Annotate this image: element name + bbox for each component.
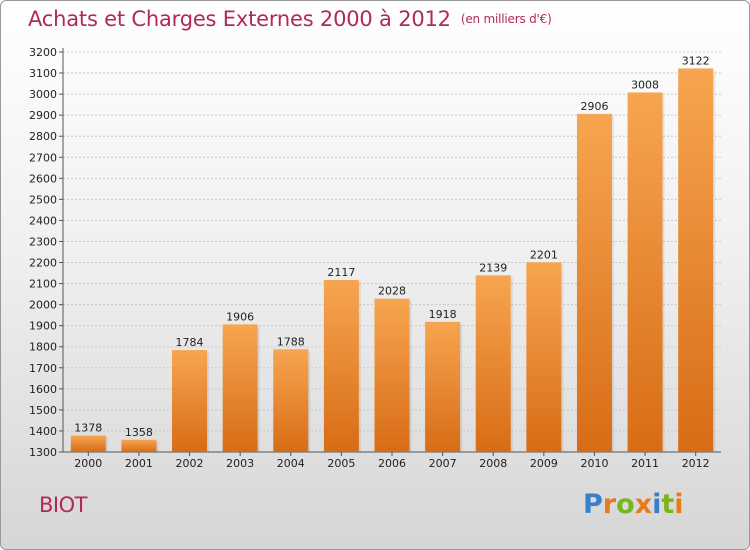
y-tick-label: 3200 <box>29 46 57 59</box>
y-tick-label: 2900 <box>29 109 57 122</box>
x-tick-label: 2006 <box>378 457 406 470</box>
bar <box>576 113 612 452</box>
x-tick-label: 2003 <box>226 457 254 470</box>
bar <box>121 439 157 452</box>
bars <box>70 68 716 452</box>
y-tick-label: 3100 <box>29 67 57 80</box>
bar <box>374 298 410 452</box>
y-tick-label: 1500 <box>29 404 57 417</box>
bar <box>475 275 511 452</box>
bar <box>678 68 714 452</box>
logo-letter: o <box>616 489 635 520</box>
bar <box>627 92 663 452</box>
value-label: 1906 <box>226 310 254 323</box>
logo-letter: t <box>661 489 675 520</box>
y-tick-label: 3000 <box>29 88 57 101</box>
y-tick-label: 2100 <box>29 278 57 291</box>
x-tick-label: 2001 <box>125 457 153 470</box>
bar <box>70 435 106 452</box>
y-tick-label: 2500 <box>29 193 57 206</box>
y-tick-label: 2400 <box>29 214 57 227</box>
y-tick-label: 2800 <box>29 130 57 143</box>
x-tick-label: 2011 <box>631 457 659 470</box>
x-tick-label: 2005 <box>327 457 355 470</box>
bar <box>273 349 309 452</box>
value-label: 2139 <box>479 261 507 274</box>
y-tick-label: 2200 <box>29 257 57 270</box>
logo-letter: r <box>602 489 617 520</box>
value-label: 1378 <box>74 422 102 435</box>
x-tick-label: 2010 <box>580 457 608 470</box>
y-tick-label: 2700 <box>29 151 57 164</box>
logo-letter: i <box>652 489 662 520</box>
y-tick-label: 1300 <box>29 446 57 459</box>
value-label: 2117 <box>327 266 355 279</box>
x-tick-label: 2004 <box>277 457 305 470</box>
y-axis-ticks: 1300 1400 1500 1600 1700 1800 1900 2000 2100 2200… <box>29 46 57 459</box>
x-axis-ticks: 2000 2001 2002 2003 2004 2005 2006 2007 2008 2009… <box>74 457 709 470</box>
logo-letter: P <box>583 489 603 520</box>
logo-letter: x <box>634 489 653 520</box>
y-tick-label: 1900 <box>29 320 57 333</box>
value-label: 3122 <box>682 54 710 67</box>
value-label: 2028 <box>378 285 406 298</box>
value-labels: 1378 1358 1784 1906 1788 2117 2028 1918 2139 2201… <box>74 54 709 438</box>
y-tick-label: 1800 <box>29 341 57 354</box>
bar <box>323 280 359 452</box>
y-tick-label: 1700 <box>29 362 57 375</box>
y-tick-label: 2000 <box>29 299 57 312</box>
y-tick-label: 1400 <box>29 425 57 438</box>
value-label: 1918 <box>429 308 457 321</box>
y-tick-label: 1600 <box>29 383 57 396</box>
chart-title: Achats et Charges Externes 2000 à 2012 (e… <box>28 7 552 31</box>
proxiti-logo[interactable]: Proxiti <box>583 489 684 520</box>
bar <box>172 350 208 452</box>
value-label: 3008 <box>631 78 659 91</box>
x-tick-label: 2000 <box>74 457 102 470</box>
value-label: 1784 <box>176 336 204 349</box>
value-label: 1358 <box>125 426 153 439</box>
value-label: 2906 <box>580 100 608 113</box>
logo-letter: i <box>674 489 684 520</box>
x-tick-label: 2012 <box>682 457 710 470</box>
x-tick-label: 2008 <box>479 457 507 470</box>
bar <box>425 321 461 452</box>
x-tick-label: 2009 <box>530 457 558 470</box>
chart-title-text: Achats et Charges Externes 2000 à 2012 <box>28 7 451 31</box>
y-tick-label: 2300 <box>29 235 57 248</box>
y-tick-label: 2600 <box>29 172 57 185</box>
commune-name: BIOT <box>39 493 87 517</box>
chart-subtitle: (en milliers d'€) <box>460 12 552 26</box>
x-tick-label: 2002 <box>176 457 204 470</box>
bar <box>222 324 258 452</box>
x-tick-label: 2007 <box>429 457 457 470</box>
bar <box>526 262 562 452</box>
value-label: 2201 <box>530 248 558 261</box>
value-label: 1788 <box>277 335 305 348</box>
